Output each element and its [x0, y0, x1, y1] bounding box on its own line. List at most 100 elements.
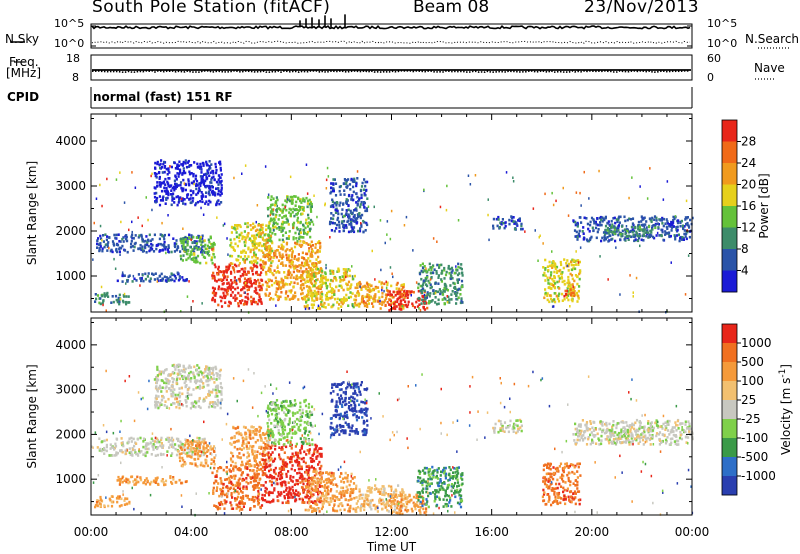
power-cell	[305, 285, 308, 288]
power-cell	[208, 199, 211, 203]
power-sparse-cell	[384, 241, 386, 245]
power-cell	[655, 216, 658, 220]
power-sparse-cell	[639, 244, 641, 248]
power-cell	[182, 170, 185, 173]
power-sparse-cell	[272, 208, 275, 211]
velocity-cell	[184, 480, 187, 484]
power-cell	[288, 260, 291, 264]
power-cell	[252, 248, 255, 251]
power-cell	[230, 231, 233, 234]
velocity-cell	[258, 433, 262, 437]
power-cell	[685, 237, 688, 241]
power-cell	[137, 247, 140, 250]
power-cell	[553, 298, 556, 301]
power-cell	[407, 293, 410, 297]
power-cell	[661, 230, 664, 234]
power-cell	[495, 217, 498, 221]
power-cell	[288, 283, 292, 286]
power-cell	[294, 294, 297, 298]
velocity-cell	[231, 454, 235, 458]
power-cell	[267, 258, 270, 262]
power-cell	[235, 224, 238, 227]
power-cell	[152, 273, 155, 276]
power-cell	[191, 200, 194, 203]
power-cell	[570, 291, 573, 295]
power-cell	[269, 257, 272, 261]
velocity-cell	[208, 366, 211, 370]
power-cell	[338, 303, 341, 306]
power-cell	[188, 170, 191, 174]
power-cell	[396, 281, 399, 285]
power-cell	[441, 298, 444, 301]
power-cell	[167, 184, 170, 187]
power-cell	[146, 243, 149, 246]
power-cell	[421, 284, 424, 288]
power-cell	[615, 218, 618, 221]
power-cell	[366, 197, 369, 200]
power-cell	[351, 198, 354, 202]
power-cell	[623, 238, 626, 241]
velocity-cell	[163, 483, 166, 487]
power-cell	[313, 294, 316, 298]
power-cell	[284, 282, 287, 286]
power-cell	[241, 288, 244, 291]
power-cell	[404, 294, 407, 297]
velocity-cell	[260, 445, 263, 449]
power-cell	[156, 196, 159, 200]
power-cell	[125, 295, 128, 298]
velocity-cell	[128, 437, 131, 440]
power-cell	[354, 208, 357, 211]
power-cell	[281, 222, 284, 226]
velocity-cell	[157, 378, 160, 382]
velocity-cell	[187, 374, 190, 377]
power-cell	[289, 212, 292, 216]
power-sparse-cell	[131, 171, 133, 174]
power-cell	[627, 234, 630, 238]
power-cell	[118, 247, 121, 251]
velocity-cell	[216, 372, 219, 376]
power-cell	[202, 164, 205, 167]
power-sparse-cell	[95, 197, 98, 200]
velocity-cell	[110, 504, 114, 508]
power-cell	[449, 277, 452, 281]
power-cell	[342, 301, 345, 304]
power-cell	[243, 277, 247, 280]
power-cell	[207, 190, 211, 193]
velocity-cell	[240, 473, 243, 477]
power-cell	[117, 233, 120, 236]
power-sparse-cell	[284, 206, 286, 209]
power-cell	[295, 275, 298, 278]
power-cell	[290, 262, 293, 265]
power-cell	[655, 219, 658, 222]
power-cell	[275, 287, 278, 290]
power-cell	[181, 247, 184, 251]
velocity-cell	[248, 464, 251, 468]
power-cell	[570, 260, 573, 263]
power-cell	[308, 229, 311, 233]
power-sparse-cell	[131, 230, 133, 234]
power-sparse-cell	[147, 218, 149, 222]
power-cell	[293, 255, 297, 258]
power-cell	[349, 274, 352, 278]
velocity-cell	[169, 475, 172, 478]
power-cell	[290, 289, 293, 292]
power-cell	[220, 299, 223, 303]
power-cell	[141, 247, 144, 251]
velocity-cell	[159, 444, 162, 448]
velocity-cell	[171, 380, 175, 384]
power-cell	[251, 234, 254, 238]
power-cell	[272, 273, 275, 277]
power-cell	[576, 238, 579, 241]
velocity-cell	[156, 440, 159, 444]
velocity-cell	[249, 476, 252, 479]
power-cell	[315, 258, 318, 261]
power-cell	[159, 233, 162, 236]
power-cell	[209, 188, 212, 191]
power-sparse-cell	[343, 215, 345, 218]
velocity-cell	[197, 454, 200, 457]
velocity-cell	[231, 460, 234, 464]
power-cell	[174, 182, 177, 186]
power-cell	[448, 271, 451, 275]
power-cell	[220, 184, 223, 187]
power-cell	[179, 181, 183, 184]
